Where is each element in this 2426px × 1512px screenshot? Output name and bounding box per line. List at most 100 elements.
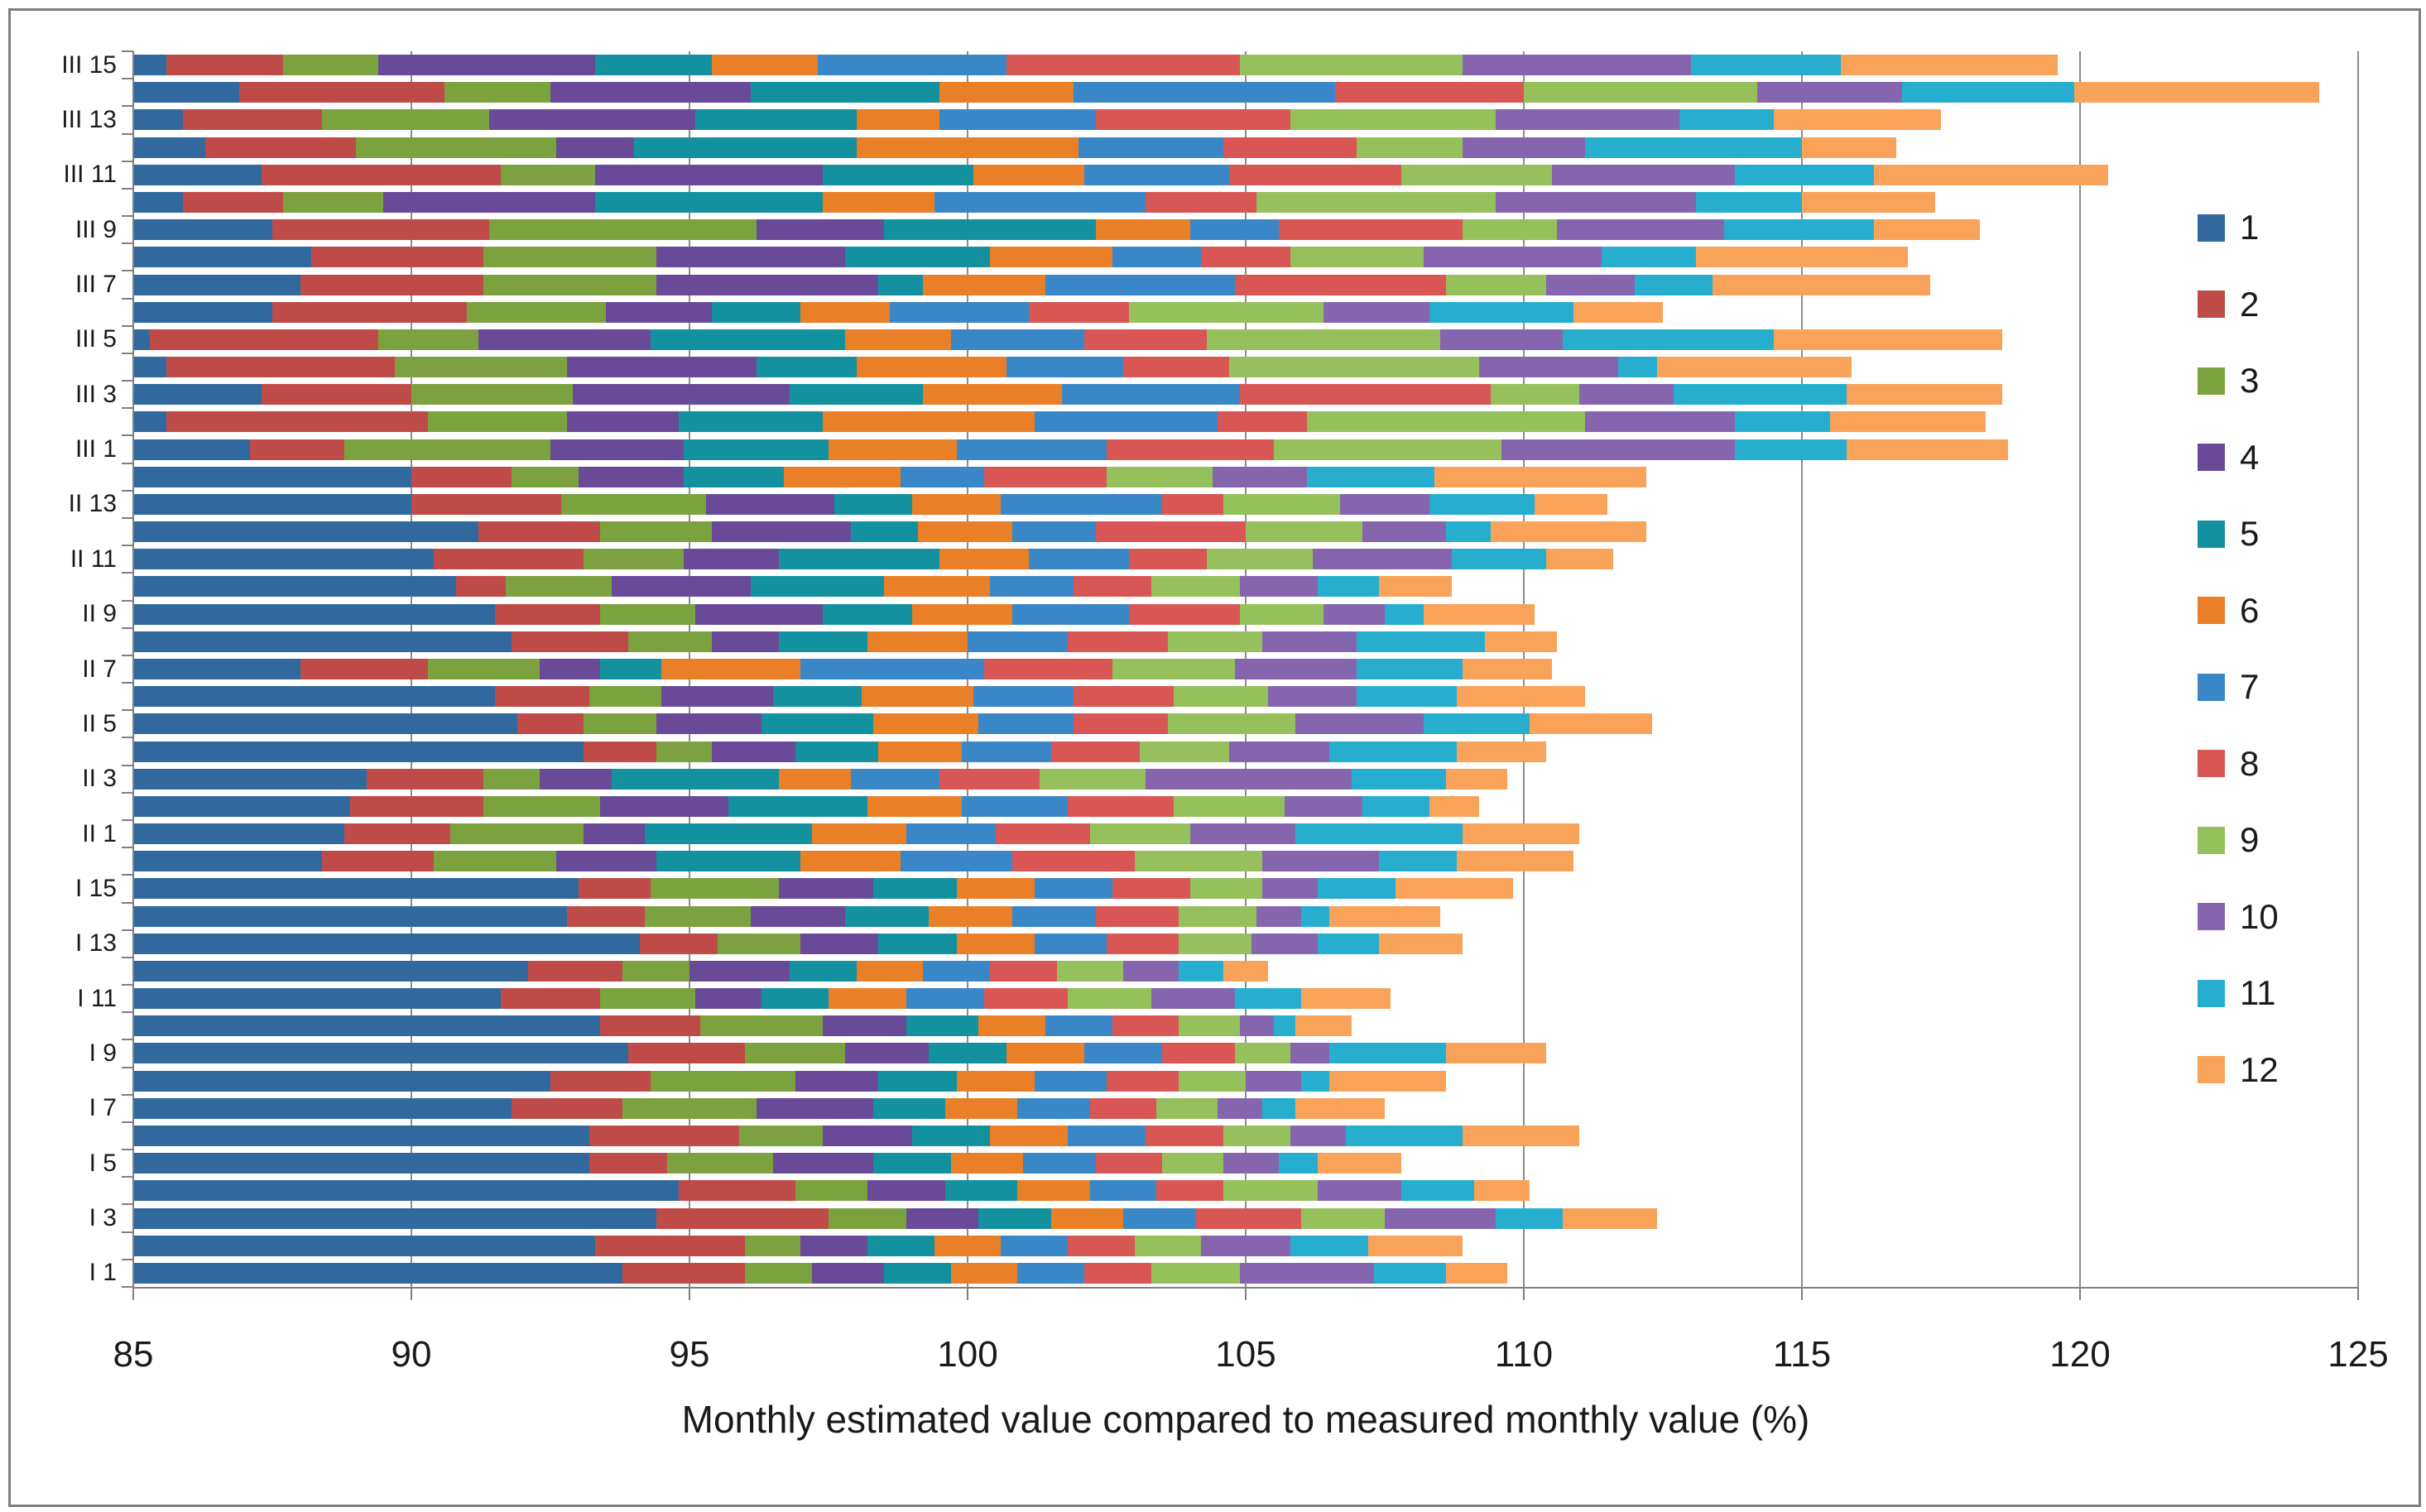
bar-segment-month-9 — [1290, 109, 1496, 131]
legend-label: 12 — [2240, 1049, 2279, 1089]
y-tick-label: II 3 — [82, 765, 117, 793]
bar-segment-month-4 — [661, 686, 773, 708]
bar-segment-month-5 — [594, 55, 712, 76]
bar-segment-month-8 — [1095, 1153, 1163, 1174]
bar-segment-month-7 — [1067, 1126, 1146, 1147]
bar-segment-month-10 — [1240, 1262, 1374, 1284]
bar-segment-month-11 — [1262, 1097, 1296, 1119]
bar-row-ii-11 — [133, 549, 2358, 570]
legend-swatch-icon — [2198, 214, 2225, 242]
bar-segment-month-3 — [483, 795, 601, 817]
legend-swatch-icon — [2198, 1056, 2225, 1083]
y-tick-label: II 13 — [68, 490, 117, 518]
bar-segment-month-2 — [322, 851, 434, 872]
x-tick-label: 110 — [1494, 1334, 1554, 1375]
bar-segment-month-5 — [711, 301, 801, 323]
x-tick — [1801, 1287, 1803, 1300]
bar-segment-month-3 — [667, 1153, 773, 1174]
bar-segment-month-3 — [344, 439, 550, 460]
bar-segment-month-12 — [2074, 82, 2319, 103]
bar-segment-month-10 — [1201, 1235, 1290, 1256]
legend-item-10: 10 — [2198, 897, 2279, 937]
bar-segment-month-7 — [800, 659, 985, 679]
y-tick-label: III 13 — [61, 105, 117, 133]
bar-segment-month-2 — [600, 1015, 701, 1037]
bar-segment-month-3 — [561, 493, 707, 515]
bar-segment-month-6 — [856, 109, 940, 131]
bar-segment-month-10 — [1285, 795, 1363, 817]
bar-segment-month-8 — [984, 659, 1112, 679]
bar-segment-month-7 — [906, 823, 996, 845]
bar-segment-month-8 — [1095, 521, 1246, 543]
y-tick-label: II 7 — [82, 655, 117, 683]
bar-segment-month-2 — [589, 1153, 668, 1174]
bar-segment-month-11 — [1318, 933, 1380, 954]
bar-segment-month-11 — [1306, 466, 1435, 487]
legend-swatch-icon — [2198, 367, 2225, 395]
legend-item-6: 6 — [2198, 591, 2259, 631]
bar-segment-month-11 — [1379, 851, 1458, 872]
bar-segment-month-8 — [995, 823, 1090, 845]
bar-segment-month-9 — [1112, 659, 1235, 679]
bar-segment-month-11 — [1635, 274, 1713, 295]
bar-segment-month-6 — [1095, 219, 1190, 241]
bar-segment-month-6 — [939, 82, 1074, 103]
bar-segment-month-6 — [973, 164, 1085, 185]
y-tick-label: I 15 — [74, 874, 117, 902]
bar-segment-month-12 — [1846, 384, 2002, 406]
bar-segment-month-10 — [1501, 439, 1736, 460]
bar-segment-month-5 — [694, 109, 857, 131]
bar-segment-month-4 — [611, 576, 751, 598]
bar-segment-month-12 — [1696, 247, 1908, 268]
y-tick — [122, 737, 133, 739]
bar-segment-month-12 — [1463, 659, 1552, 679]
bar-segment-month-7 — [962, 795, 1068, 817]
bar-segment-month-2 — [656, 1207, 829, 1229]
gridline — [2357, 51, 2359, 1287]
bar-segment-month-7 — [989, 576, 1074, 598]
bar-segment-month-8 — [1123, 357, 1229, 378]
bar-segment-month-7 — [1062, 384, 1241, 406]
bar-segment-month-1 — [133, 933, 640, 954]
legend-label: 1 — [2240, 208, 2260, 247]
bar-segment-month-3 — [483, 274, 656, 295]
bar-segment-month-2 — [311, 247, 484, 268]
bar-segment-month-2 — [300, 274, 484, 295]
bar-row-ii-2 — [133, 795, 2358, 817]
bar-segment-month-8 — [1162, 493, 1224, 515]
bar-segment-month-1 — [133, 109, 184, 131]
bar-segment-month-2 — [411, 493, 562, 515]
bar-segment-month-8 — [1201, 247, 1290, 268]
bar-segment-month-10 — [1146, 768, 1352, 790]
bar-segment-month-6 — [934, 1235, 1002, 1256]
bar-row-iii-3 — [133, 384, 2358, 406]
y-tick — [122, 270, 133, 272]
bar-segment-month-4 — [711, 521, 851, 543]
bar-segment-month-9 — [1240, 55, 1463, 76]
bar-row-ii-12 — [133, 521, 2358, 543]
y-tick — [122, 352, 133, 354]
bar-segment-month-9 — [1040, 768, 1146, 790]
bar-segment-month-9 — [1089, 823, 1190, 845]
bar-segment-month-12 — [1223, 960, 1268, 982]
y-tick — [122, 1258, 133, 1260]
bar-row-iii-7 — [133, 274, 2358, 295]
y-tick-label: III 9 — [74, 215, 117, 243]
bar-segment-month-1 — [133, 795, 351, 817]
bar-segment-month-3 — [283, 55, 378, 76]
bar-segment-month-7 — [1017, 1097, 1090, 1119]
bar-segment-month-5 — [878, 274, 924, 295]
bar-segment-month-7 — [1034, 933, 1107, 954]
bar-segment-month-3 — [745, 1262, 812, 1284]
legend-swatch-icon — [2198, 750, 2225, 777]
x-tick-label: 105 — [1215, 1334, 1276, 1375]
bar-segment-month-1 — [133, 247, 312, 268]
bar-segment-month-12 — [1457, 741, 1546, 762]
bar-segment-month-1 — [133, 659, 300, 679]
legend-label: 9 — [2240, 820, 2260, 859]
bar-row-iii-6 — [133, 301, 2358, 323]
bar-row-iii-5 — [133, 329, 2358, 350]
bar-segment-month-2 — [250, 439, 345, 460]
bar-segment-month-2 — [584, 741, 656, 762]
bar-segment-month-1 — [133, 603, 495, 625]
